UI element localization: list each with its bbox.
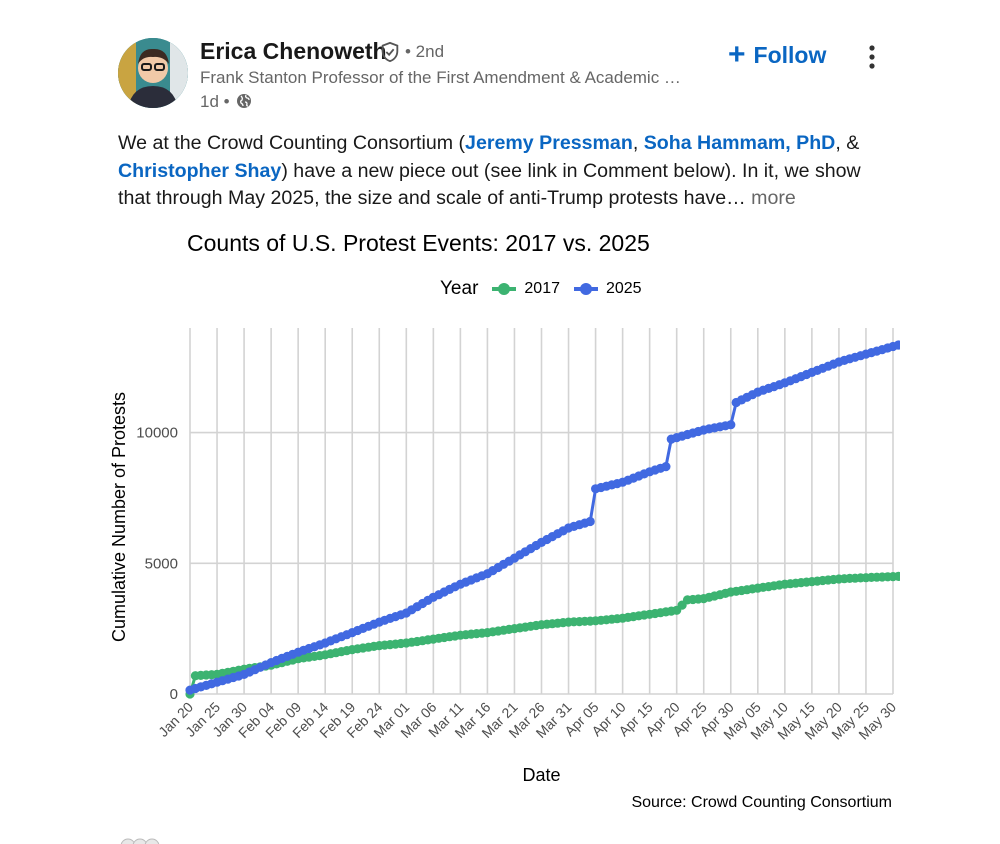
series-2025-point: [585, 516, 595, 527]
chart-title: Counts of U.S. Protest Events: 2017 vs. …: [187, 230, 650, 256]
reactions-icon: [120, 838, 160, 844]
chart-source: Source: Crowd Counting Consortium: [631, 794, 892, 811]
post-header: Erica Chenoweth • 2nd Frank Stanton Prof…: [118, 36, 898, 116]
y-tick-label: 5000: [145, 555, 178, 572]
y-tick-label: 10000: [136, 425, 178, 442]
legend-key-2017: [492, 282, 517, 296]
more-options-icon[interactable]: [862, 44, 882, 70]
follow-button[interactable]: + Follow: [728, 40, 826, 70]
connection-degree: • 2nd: [405, 42, 445, 61]
post-text: We at the Crowd Counting Consortium (Jer…: [118, 130, 893, 213]
mention-jeremy-pressman[interactable]: Jeremy Pressman: [465, 132, 633, 154]
mention-christopher-shay[interactable]: Christopher Shay: [118, 159, 282, 182]
legend-title: Year: [440, 278, 479, 299]
avatar[interactable]: [118, 38, 188, 108]
post-text-fragment: We at the Crowd Counting Consortium (: [118, 132, 466, 154]
legend-label-2017: 2017: [524, 280, 560, 297]
chart-image[interactable]: Counts of U.S. Protest Events: 2017 vs. …: [100, 224, 900, 824]
legend-label-2025: 2025: [605, 280, 642, 297]
series-2025-point: [726, 420, 736, 430]
series-2025-line: [189, 343, 899, 692]
follow-label: Follow: [753, 41, 827, 68]
series-2017-point: [893, 571, 900, 581]
y-tick-label: 0: [170, 686, 178, 703]
post-text-line: Christopher Shay) have a new piece out (…: [118, 158, 893, 186]
post-meta: 1d •: [200, 92, 252, 112]
chart-legend: Year 2017 2025: [440, 278, 656, 300]
series-2017-line: [188, 574, 899, 695]
globe-icon: [237, 94, 252, 108]
plus-icon: +: [728, 38, 746, 71]
series-2025-point: [893, 340, 900, 350]
post-text-fragment: ,: [632, 132, 644, 154]
post-text-line: We at the Crowd Counting Consortium (Jer…: [118, 130, 893, 158]
post-time: 1d •: [200, 92, 230, 111]
mention-soha-hammam[interactable]: Soha Hammam, PhD: [643, 132, 836, 154]
post-text-fragment: that through May 2025, the size and scal…: [118, 187, 746, 209]
x-axis-title: Date: [522, 765, 560, 784]
legend-entry-2025: 2025: [573, 280, 642, 298]
legend-entry-2017: 2017: [492, 280, 560, 298]
series-2025-point: [661, 462, 671, 472]
legend-key-2025: [573, 282, 598, 296]
post-text-line: that through May 2025, the size and scal…: [118, 185, 893, 213]
author-name[interactable]: Erica Chenoweth: [200, 38, 387, 64]
avatar-image: [118, 38, 188, 108]
author-headline: Frank Stanton Professor of the First Ame…: [200, 68, 681, 87]
y-axis-title: Cumulative Number of Protests: [109, 392, 129, 642]
post-text-fragment: , &: [835, 132, 860, 154]
see-more-link[interactable]: more: [745, 187, 796, 209]
post-text-fragment: ) have a new piece out (see link in Comm…: [281, 159, 861, 182]
verified-shield-icon: [381, 41, 399, 63]
